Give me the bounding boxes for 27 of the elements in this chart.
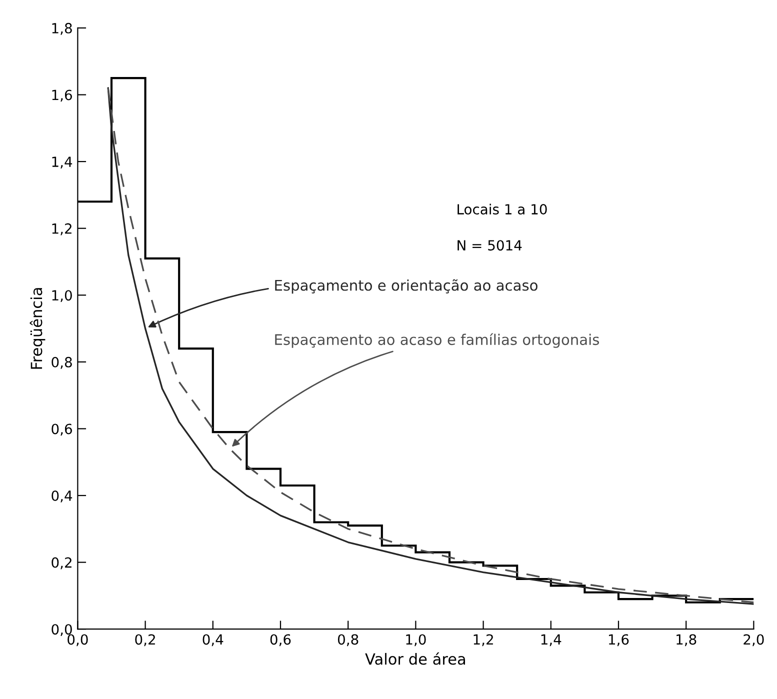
x-tick-label: 1,0 — [406, 634, 426, 646]
y-tick-label: 0,6 — [52, 424, 72, 436]
y-tick-label: 0,8 — [52, 356, 72, 369]
x-tick-label: 0,4 — [202, 634, 224, 646]
y-tick-label: 1,4 — [52, 156, 72, 168]
x-tick-label: 1,4 — [541, 634, 562, 646]
y-tick-label: 0,4 — [52, 490, 72, 502]
y-tick-label: 1,0 — [52, 290, 72, 302]
annotation: N = 5014 — [458, 240, 522, 251]
x-tick-label: 1,2 — [474, 634, 493, 646]
x-tick-label: 0,6 — [270, 634, 291, 646]
y-tick-label: 0,0 — [52, 624, 72, 636]
x-axis-title: Valor de área — [365, 652, 465, 665]
y-tick-label: 1,6 — [52, 90, 72, 102]
x-tick-label: 2,0 — [744, 634, 764, 646]
y-tick-label: 0,2 — [52, 557, 72, 570]
text: Espaçamento ao acaso e famílias ortogonais — [275, 333, 599, 348]
x-tick-label: 0,8 — [338, 634, 358, 646]
y-tick-label: 1,8 — [52, 22, 72, 35]
x-tick-label: 0,2 — [135, 634, 155, 646]
x-tick-label: 1,6 — [608, 634, 629, 646]
y-tick-label: 1,2 — [52, 223, 72, 236]
y-axis-title: Freqüência — [30, 288, 46, 369]
annotation: Locais 1 a 10 — [458, 204, 547, 215]
text: Espaçamento e orientação ao acaso — [275, 279, 538, 294]
x-tick-label: 0,0 — [68, 634, 88, 646]
x-tick-label: 1,8 — [676, 634, 696, 646]
